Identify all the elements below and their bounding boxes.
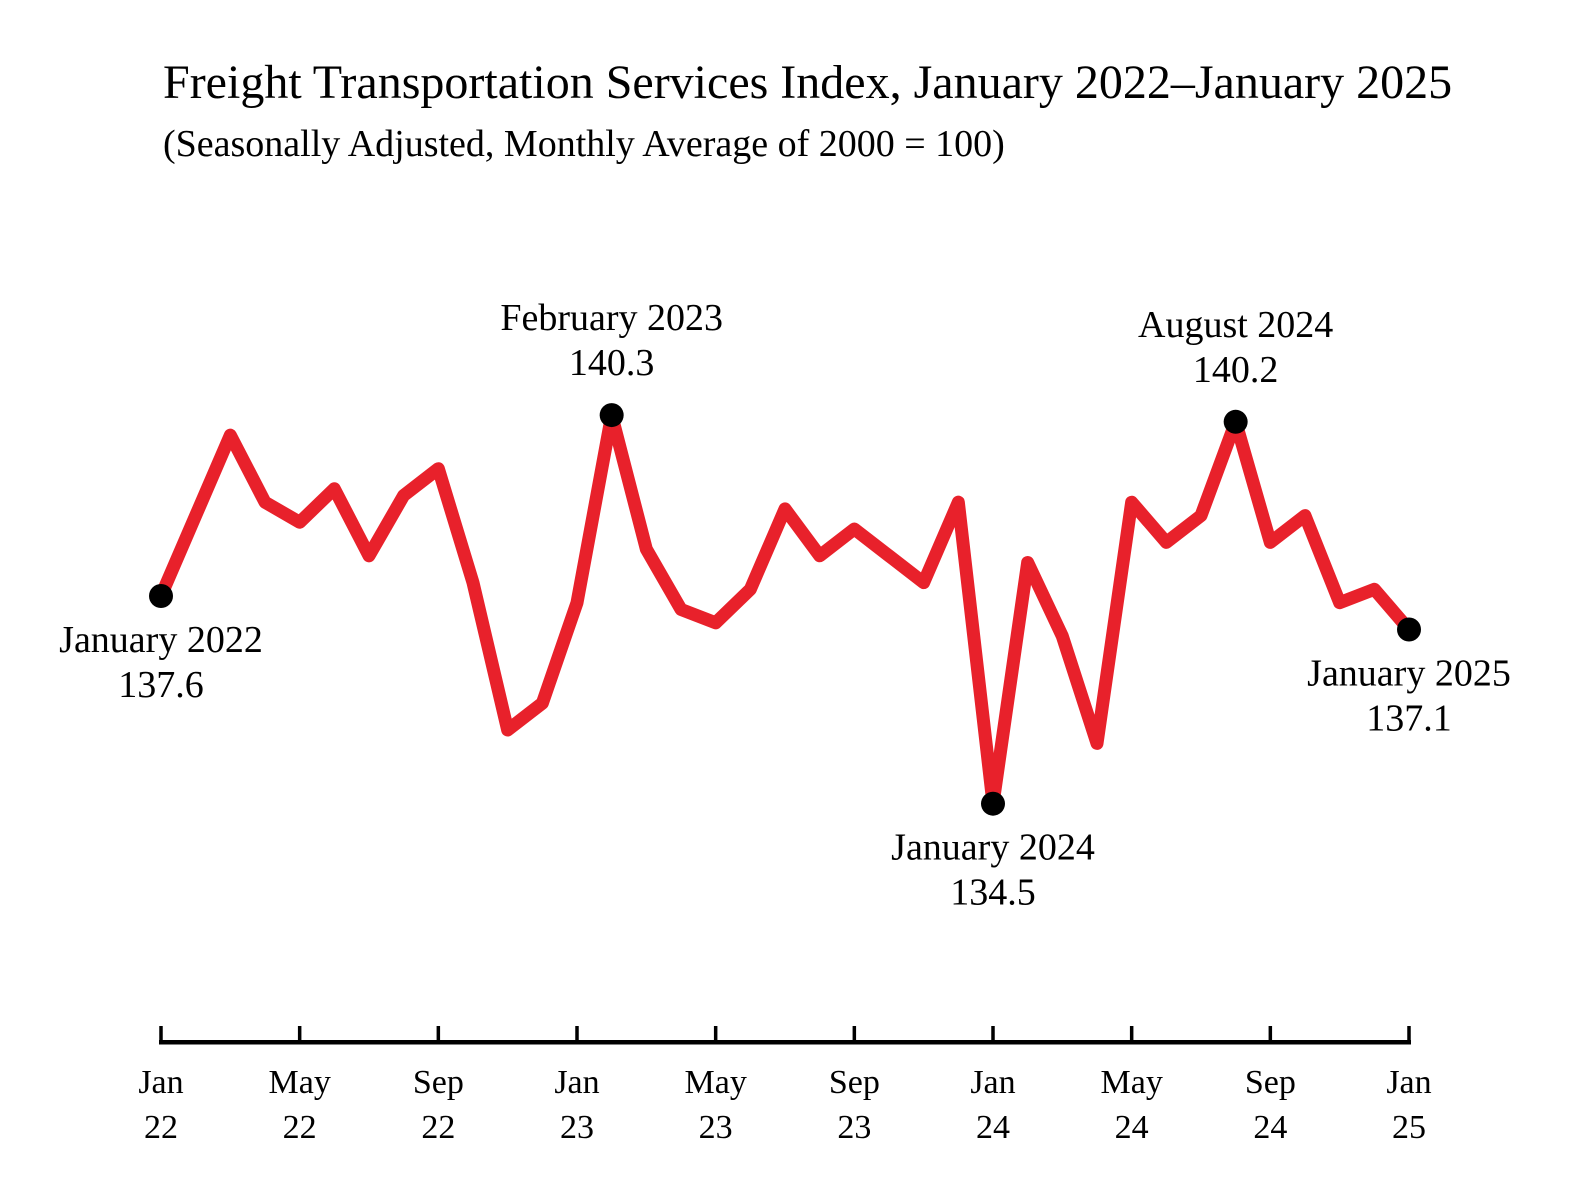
x-axis-tick [297, 1026, 302, 1042]
x-axis-tick [852, 1026, 857, 1042]
x-axis-tick [713, 1026, 718, 1042]
tick-label-month: Sep [1245, 1064, 1296, 1101]
tick-label-month: Jan [554, 1064, 599, 1101]
annotation-date-label: January 2024 [891, 827, 1095, 869]
tick-label-year: 22 [144, 1109, 178, 1146]
data-point-marker [981, 791, 1005, 816]
series-line-group [154, 408, 1416, 811]
x-axis-tick [1407, 1026, 1411, 1042]
tick-label-year: 23 [560, 1109, 594, 1146]
data-point-marker [149, 584, 173, 608]
tick-label-year: 24 [1115, 1109, 1149, 1146]
x-axis-tick [575, 1026, 579, 1042]
x-axis-tick [1129, 1026, 1134, 1042]
tick-label-year: 24 [1253, 1109, 1287, 1146]
tick-label-year: 22 [283, 1109, 317, 1146]
tick-label-month: Sep [829, 1064, 880, 1101]
tick-label-year: 24 [976, 1109, 1010, 1146]
annotation-value-label: 140.2 [1193, 349, 1279, 391]
data-point-marker [599, 403, 624, 428]
annotation-date-label: February 2023 [500, 297, 723, 339]
x-axis: Jan 22 May 22 Sep 22 Jan 23 May 23 Sep 23 Jan 24 May 24… [138, 1026, 1432, 1146]
data-point-markers [149, 403, 1421, 816]
tick-label-month: Jan [970, 1064, 1015, 1101]
tick-label-year: 23 [699, 1109, 733, 1146]
chart-subtitle: (Seasonally Adjusted, Monthly Average of… [163, 123, 1005, 165]
tick-label-month: May [269, 1064, 331, 1101]
x-axis-tick [1268, 1026, 1273, 1042]
freight-tsi-series-line [154, 408, 1416, 811]
x-axis-tick [436, 1026, 441, 1042]
tick-label-year: 23 [837, 1109, 871, 1146]
annotation-value-label: 140.3 [569, 342, 655, 384]
tick-label-year: 25 [1392, 1109, 1426, 1146]
annotation-value-label: 134.5 [950, 872, 1036, 914]
tick-label-month: Jan [1386, 1064, 1431, 1101]
data-point-marker [1397, 617, 1421, 642]
tick-label-year: 22 [421, 1109, 455, 1146]
x-axis-tick [159, 1026, 163, 1042]
x-axis-tick [991, 1026, 995, 1042]
annotation-value-label: 137.6 [118, 664, 204, 706]
tick-label-month: Jan [138, 1064, 183, 1101]
annotation-date-label: January 2022 [59, 619, 263, 661]
data-point-marker [1223, 409, 1248, 434]
annotation-date-label: August 2024 [1138, 304, 1333, 346]
tick-label-month: May [685, 1064, 747, 1101]
tick-label-month: Sep [413, 1064, 464, 1101]
x-axis-line [159, 1040, 1411, 1045]
annotation-value-label: 137.1 [1366, 698, 1452, 740]
tick-label-month: May [1101, 1064, 1163, 1101]
chart-title: Freight Transportation Services Index, J… [163, 56, 1453, 109]
annotation-date-label: January 2025 [1307, 653, 1511, 695]
